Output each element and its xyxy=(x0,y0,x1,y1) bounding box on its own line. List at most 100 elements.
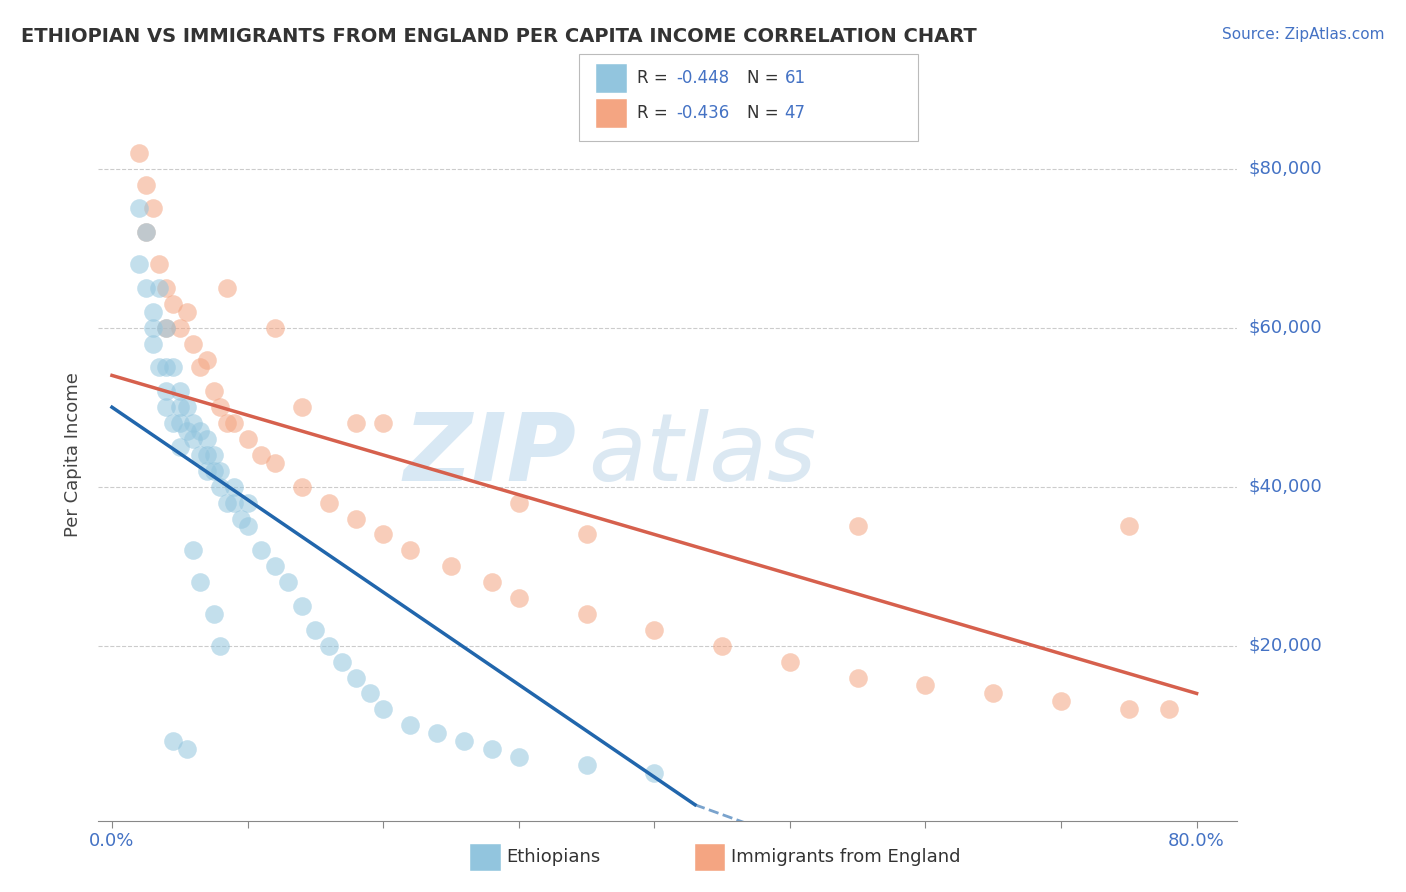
Point xyxy=(399,718,422,732)
Point xyxy=(176,424,198,438)
Point xyxy=(1118,519,1140,533)
Text: ZIP: ZIP xyxy=(404,409,576,501)
Point xyxy=(291,401,314,415)
Point xyxy=(222,416,245,430)
Point xyxy=(169,416,191,430)
Point xyxy=(195,352,218,367)
Point xyxy=(222,480,245,494)
Point xyxy=(263,320,285,334)
Point xyxy=(481,575,503,590)
Point xyxy=(135,178,157,192)
Point xyxy=(217,416,239,430)
Text: Source: ZipAtlas.com: Source: ZipAtlas.com xyxy=(1222,27,1385,42)
Text: 47: 47 xyxy=(785,104,806,122)
Point xyxy=(291,480,314,494)
Text: N =: N = xyxy=(747,104,783,122)
Point xyxy=(236,519,259,533)
Point xyxy=(188,424,211,438)
Point xyxy=(643,623,665,637)
Point xyxy=(135,281,157,295)
Point xyxy=(318,495,340,509)
Point xyxy=(148,257,170,271)
Text: atlas: atlas xyxy=(588,409,817,500)
Point xyxy=(263,456,285,470)
Point xyxy=(202,384,225,399)
Point xyxy=(142,202,165,216)
Text: ETHIOPIAN VS IMMIGRANTS FROM ENGLAND PER CAPITA INCOME CORRELATION CHART: ETHIOPIAN VS IMMIGRANTS FROM ENGLAND PER… xyxy=(21,27,977,45)
Point xyxy=(155,384,177,399)
Point xyxy=(222,495,245,509)
Text: $60,000: $60,000 xyxy=(1249,318,1322,336)
Point xyxy=(128,257,150,271)
Point xyxy=(217,495,239,509)
Point xyxy=(359,686,381,700)
Point xyxy=(128,145,150,160)
Point xyxy=(236,495,259,509)
Point xyxy=(155,320,177,334)
Text: 61: 61 xyxy=(785,70,806,87)
Point xyxy=(846,671,869,685)
Point xyxy=(250,543,273,558)
Point xyxy=(148,360,170,375)
Point xyxy=(643,766,665,780)
Point xyxy=(399,543,422,558)
Point xyxy=(209,480,232,494)
Point xyxy=(277,575,299,590)
Point xyxy=(202,607,225,621)
Text: R =: R = xyxy=(637,104,673,122)
Point xyxy=(575,758,598,772)
Point xyxy=(508,591,530,605)
Point xyxy=(176,742,198,756)
Point xyxy=(508,495,530,509)
Point xyxy=(162,416,184,430)
Point xyxy=(135,225,157,239)
Point xyxy=(142,320,165,334)
Point xyxy=(169,384,191,399)
Y-axis label: Per Capita Income: Per Capita Income xyxy=(65,373,83,537)
Text: -0.436: -0.436 xyxy=(676,104,730,122)
Point xyxy=(195,432,218,446)
Point xyxy=(440,559,463,574)
Point xyxy=(575,527,598,541)
Point xyxy=(846,519,869,533)
Point xyxy=(155,360,177,375)
Point xyxy=(162,297,184,311)
Point xyxy=(371,702,394,716)
Point xyxy=(202,448,225,462)
Point xyxy=(162,734,184,748)
Point xyxy=(575,607,598,621)
Point xyxy=(176,401,198,415)
Text: N =: N = xyxy=(747,70,783,87)
Point xyxy=(291,599,314,613)
Point xyxy=(195,464,218,478)
Point xyxy=(250,448,273,462)
Point xyxy=(508,750,530,764)
Point xyxy=(779,655,801,669)
Point xyxy=(183,432,205,446)
Point xyxy=(318,639,340,653)
Point xyxy=(142,305,165,319)
Point xyxy=(176,305,198,319)
Text: $20,000: $20,000 xyxy=(1249,637,1322,655)
Point xyxy=(135,225,157,239)
Point xyxy=(344,671,367,685)
Point xyxy=(1050,694,1073,708)
Point xyxy=(183,543,205,558)
Point xyxy=(148,281,170,295)
Text: R =: R = xyxy=(637,70,673,87)
Point xyxy=(188,448,211,462)
Point xyxy=(453,734,475,748)
Point xyxy=(169,320,191,334)
Point xyxy=(263,559,285,574)
Text: -0.448: -0.448 xyxy=(676,70,730,87)
Point xyxy=(195,448,218,462)
Point xyxy=(371,527,394,541)
Point xyxy=(981,686,1004,700)
Point xyxy=(169,440,191,454)
Point xyxy=(711,639,734,653)
Text: Ethiopians: Ethiopians xyxy=(506,848,600,866)
Text: $40,000: $40,000 xyxy=(1249,478,1322,496)
Text: $80,000: $80,000 xyxy=(1249,160,1322,178)
Point xyxy=(202,464,225,478)
Point xyxy=(371,416,394,430)
